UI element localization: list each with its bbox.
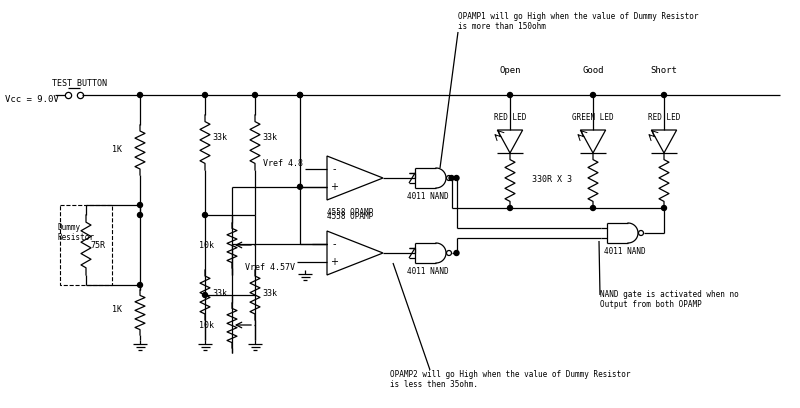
Text: OPAMP1 will go High when the value of Dummy Resistor: OPAMP1 will go High when the value of Du… bbox=[458, 12, 698, 21]
Text: Vref 4.8: Vref 4.8 bbox=[263, 159, 303, 168]
Circle shape bbox=[298, 184, 302, 189]
Circle shape bbox=[662, 206, 666, 211]
Text: Open: Open bbox=[499, 66, 521, 75]
Circle shape bbox=[138, 213, 142, 217]
Text: 4558 OPAMP: 4558 OPAMP bbox=[327, 208, 373, 217]
Text: TEST BUTTON: TEST BUTTON bbox=[53, 79, 107, 88]
Text: NAND gate is activated when no: NAND gate is activated when no bbox=[600, 290, 738, 299]
Circle shape bbox=[138, 93, 142, 98]
Text: Dummy: Dummy bbox=[58, 223, 81, 232]
Text: Resistor: Resistor bbox=[58, 233, 95, 242]
Text: 10k: 10k bbox=[199, 240, 214, 250]
Circle shape bbox=[202, 213, 207, 217]
Circle shape bbox=[454, 251, 459, 255]
Text: RED LED: RED LED bbox=[648, 113, 680, 122]
Text: Vref 4.57V: Vref 4.57V bbox=[245, 263, 295, 272]
Text: 33k: 33k bbox=[212, 288, 227, 297]
Circle shape bbox=[590, 93, 595, 98]
Text: Good: Good bbox=[582, 66, 604, 75]
Circle shape bbox=[253, 93, 258, 98]
Text: 4558 OPAMP: 4558 OPAMP bbox=[327, 212, 373, 221]
Text: Short: Short bbox=[650, 66, 678, 75]
Text: 10k: 10k bbox=[199, 321, 214, 330]
Text: 75R: 75R bbox=[90, 240, 105, 250]
Text: -: - bbox=[332, 239, 336, 249]
Text: Vcc = 9.0V: Vcc = 9.0V bbox=[5, 95, 58, 104]
Text: is less then 35ohm.: is less then 35ohm. bbox=[390, 380, 478, 389]
Circle shape bbox=[138, 202, 142, 208]
Circle shape bbox=[590, 206, 595, 211]
Circle shape bbox=[507, 206, 513, 211]
Text: 33k: 33k bbox=[212, 133, 227, 142]
Text: Output from both OPAMP: Output from both OPAMP bbox=[600, 300, 702, 309]
Text: 33k: 33k bbox=[262, 133, 277, 142]
Text: GREEN LED: GREEN LED bbox=[572, 113, 614, 122]
Text: OPAMP2 will go High when the value of Dummy Resistor: OPAMP2 will go High when the value of Du… bbox=[390, 370, 630, 379]
Text: RED LED: RED LED bbox=[494, 113, 526, 122]
Text: 4011 NAND: 4011 NAND bbox=[604, 247, 646, 256]
Text: is more than 150ohm: is more than 150ohm bbox=[458, 22, 546, 31]
Text: +: + bbox=[330, 257, 338, 267]
Circle shape bbox=[202, 93, 207, 98]
Text: 4011 NAND: 4011 NAND bbox=[407, 267, 449, 276]
Text: +: + bbox=[330, 182, 338, 192]
Circle shape bbox=[138, 282, 142, 288]
Text: 1K: 1K bbox=[112, 306, 122, 315]
Circle shape bbox=[202, 293, 207, 297]
Circle shape bbox=[507, 93, 513, 98]
Text: 1K: 1K bbox=[112, 146, 122, 155]
Text: 33k: 33k bbox=[262, 288, 277, 297]
Circle shape bbox=[449, 175, 454, 180]
Text: 330R X 3: 330R X 3 bbox=[531, 175, 571, 184]
Circle shape bbox=[454, 175, 459, 180]
Text: 4011 NAND: 4011 NAND bbox=[407, 192, 449, 201]
Text: -: - bbox=[332, 164, 336, 174]
Bar bbox=[60, 205, 112, 285]
Circle shape bbox=[298, 93, 302, 98]
Circle shape bbox=[298, 93, 302, 98]
Circle shape bbox=[662, 93, 666, 98]
